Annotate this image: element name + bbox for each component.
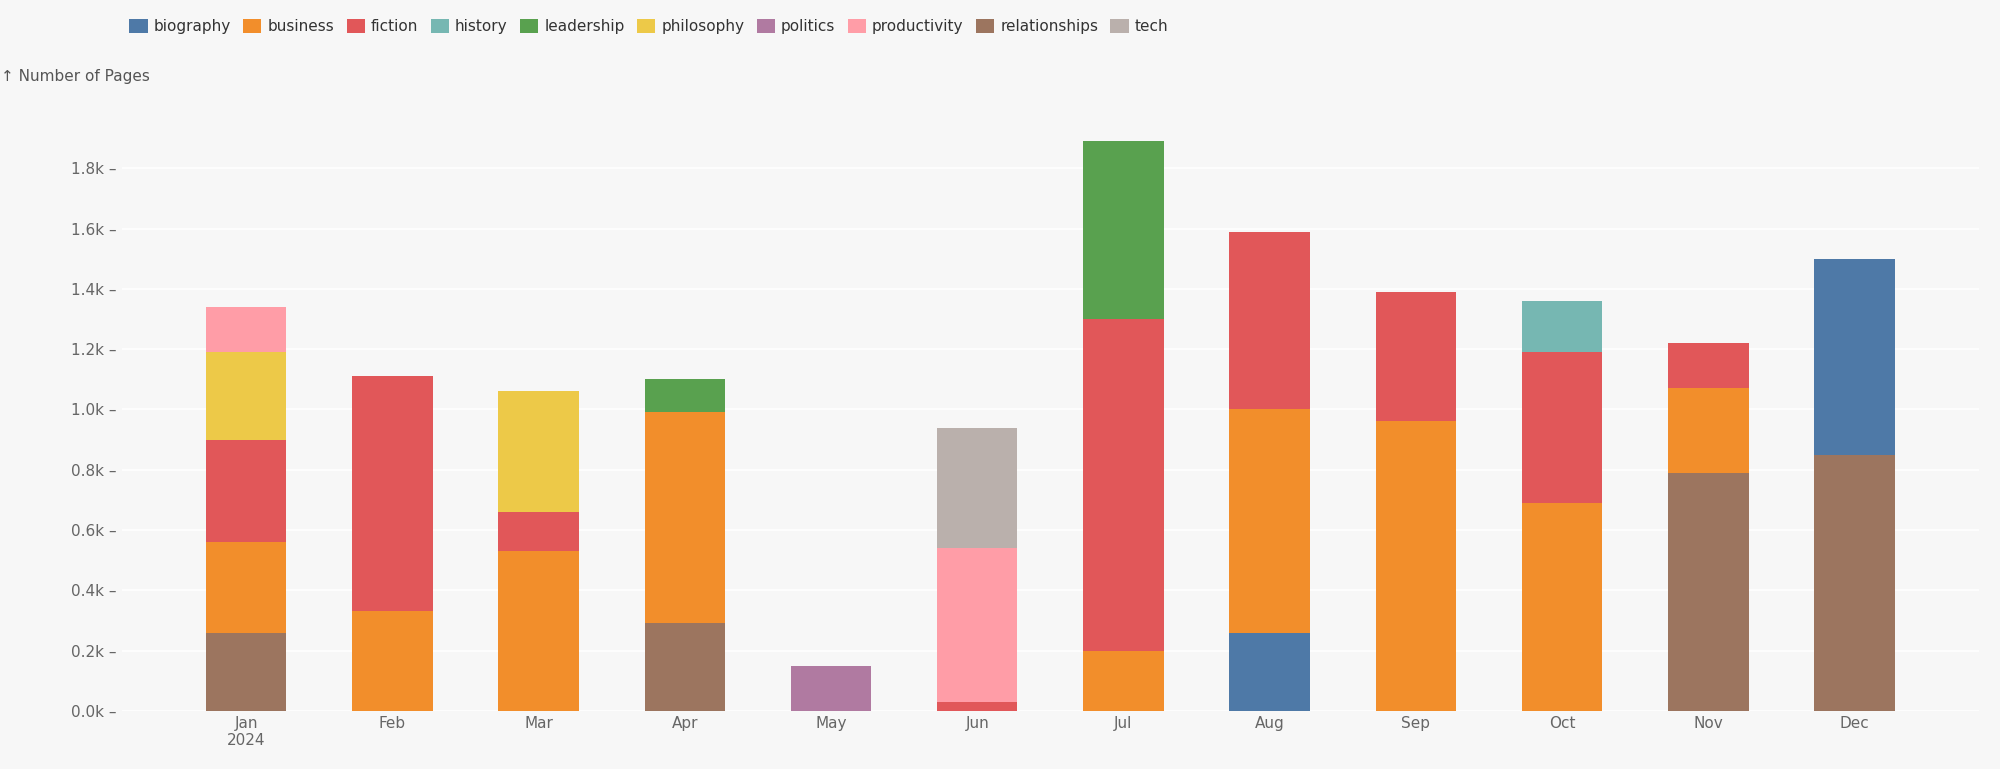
Bar	[498, 551, 578, 711]
Bar	[1814, 454, 1894, 711]
Legend: biography, business, fiction, history, leadership, philosophy, politics, product: biography, business, fiction, history, l…	[130, 19, 1168, 34]
Bar	[206, 440, 286, 542]
Text: ↑ Number of Pages: ↑ Number of Pages	[0, 68, 150, 84]
Bar	[644, 624, 726, 711]
Bar	[1230, 231, 1310, 409]
Bar	[1230, 409, 1310, 633]
Bar	[352, 376, 432, 611]
Bar	[790, 666, 872, 711]
Bar	[1668, 388, 1748, 473]
Bar	[1522, 503, 1602, 711]
Bar	[1084, 319, 1164, 651]
Bar	[498, 391, 578, 512]
Bar	[938, 428, 1018, 548]
Bar	[1376, 292, 1456, 421]
Bar	[644, 379, 726, 412]
Bar	[206, 307, 286, 352]
Bar	[206, 633, 286, 711]
Bar	[1668, 343, 1748, 388]
Bar	[206, 352, 286, 440]
Bar	[1230, 633, 1310, 711]
Bar	[1522, 301, 1602, 352]
Bar	[644, 412, 726, 624]
Bar	[938, 548, 1018, 702]
Bar	[498, 512, 578, 551]
Bar	[1814, 258, 1894, 454]
Bar	[1084, 651, 1164, 711]
Bar	[1376, 421, 1456, 711]
Bar	[206, 542, 286, 633]
Bar	[352, 611, 432, 711]
Bar	[938, 702, 1018, 711]
Bar	[1522, 352, 1602, 503]
Bar	[1668, 473, 1748, 711]
Bar	[1084, 141, 1164, 319]
